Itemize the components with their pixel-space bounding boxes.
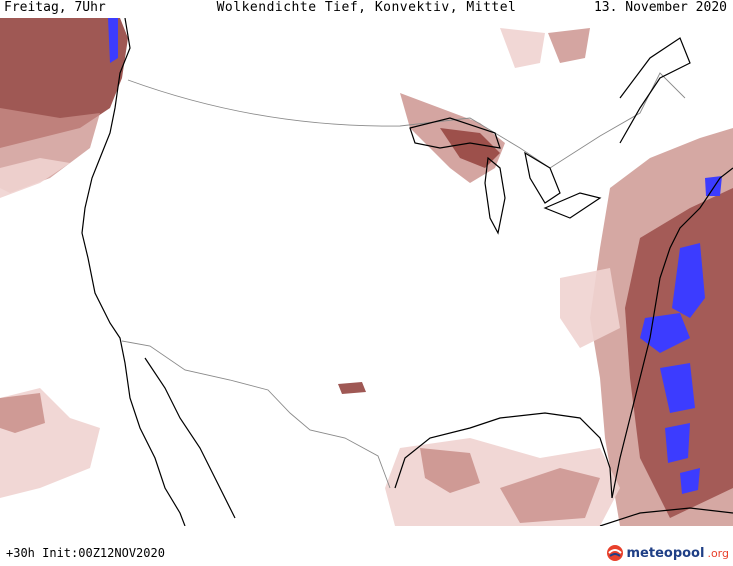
- meteopool-logo[interactable]: meteopool .org: [606, 542, 729, 564]
- convective-cell-east-2: [672, 243, 705, 318]
- coast-baja: [144, 357, 236, 519]
- cloud-texas-spot: [338, 382, 366, 394]
- logo-brand-suffix: .org: [707, 546, 729, 560]
- lake-superior: [409, 117, 501, 149]
- cloud-layer: [0, 18, 733, 526]
- logo-brand-main: meteopool: [626, 545, 705, 561]
- meteopool-globe-icon: [606, 545, 623, 561]
- coastlines: [81, 18, 733, 526]
- convective-cell-east-6: [680, 468, 700, 494]
- lake-michigan: [484, 156, 506, 235]
- convective-cell-east-4: [660, 363, 695, 413]
- coast-pacific: [81, 18, 186, 526]
- cloud-gulf-east: [500, 468, 600, 523]
- cloud-pacific-south-core: [0, 393, 45, 433]
- cloud-appalachian-fringe: [560, 268, 620, 348]
- coast-florida: [611, 337, 651, 499]
- forecast-run-label: +30h Init:00Z12NOV2020: [6, 546, 165, 560]
- valid-date-label: 13. November 2020: [593, 0, 727, 15]
- border-mexico-us: [121, 340, 391, 489]
- lake-huron: [524, 151, 561, 204]
- cloud-density-map: [0, 18, 733, 526]
- cloud-east-coast-core: [625, 188, 733, 518]
- cloud-great-lakes-core: [440, 128, 500, 168]
- valid-time-label: Freitag, 7Uhr: [4, 0, 106, 15]
- convective-cell-east-5: [665, 423, 690, 463]
- coast-gulf: [394, 412, 613, 499]
- map-title: Wolkendichte Tief, Konvektiv, Mittel: [216, 0, 517, 15]
- coast-st-lawrence: [619, 37, 691, 144]
- coast-cuba: [599, 507, 733, 526]
- cloud-gulf-core: [420, 448, 480, 493]
- cloud-northwest-band: [0, 158, 70, 198]
- coast-atlantic: [649, 167, 733, 339]
- convective-cell-nw: [108, 18, 118, 63]
- cloud-north-ontario-core: [548, 28, 590, 63]
- lake-erie: [543, 192, 602, 219]
- cloud-north-ontario: [500, 28, 545, 68]
